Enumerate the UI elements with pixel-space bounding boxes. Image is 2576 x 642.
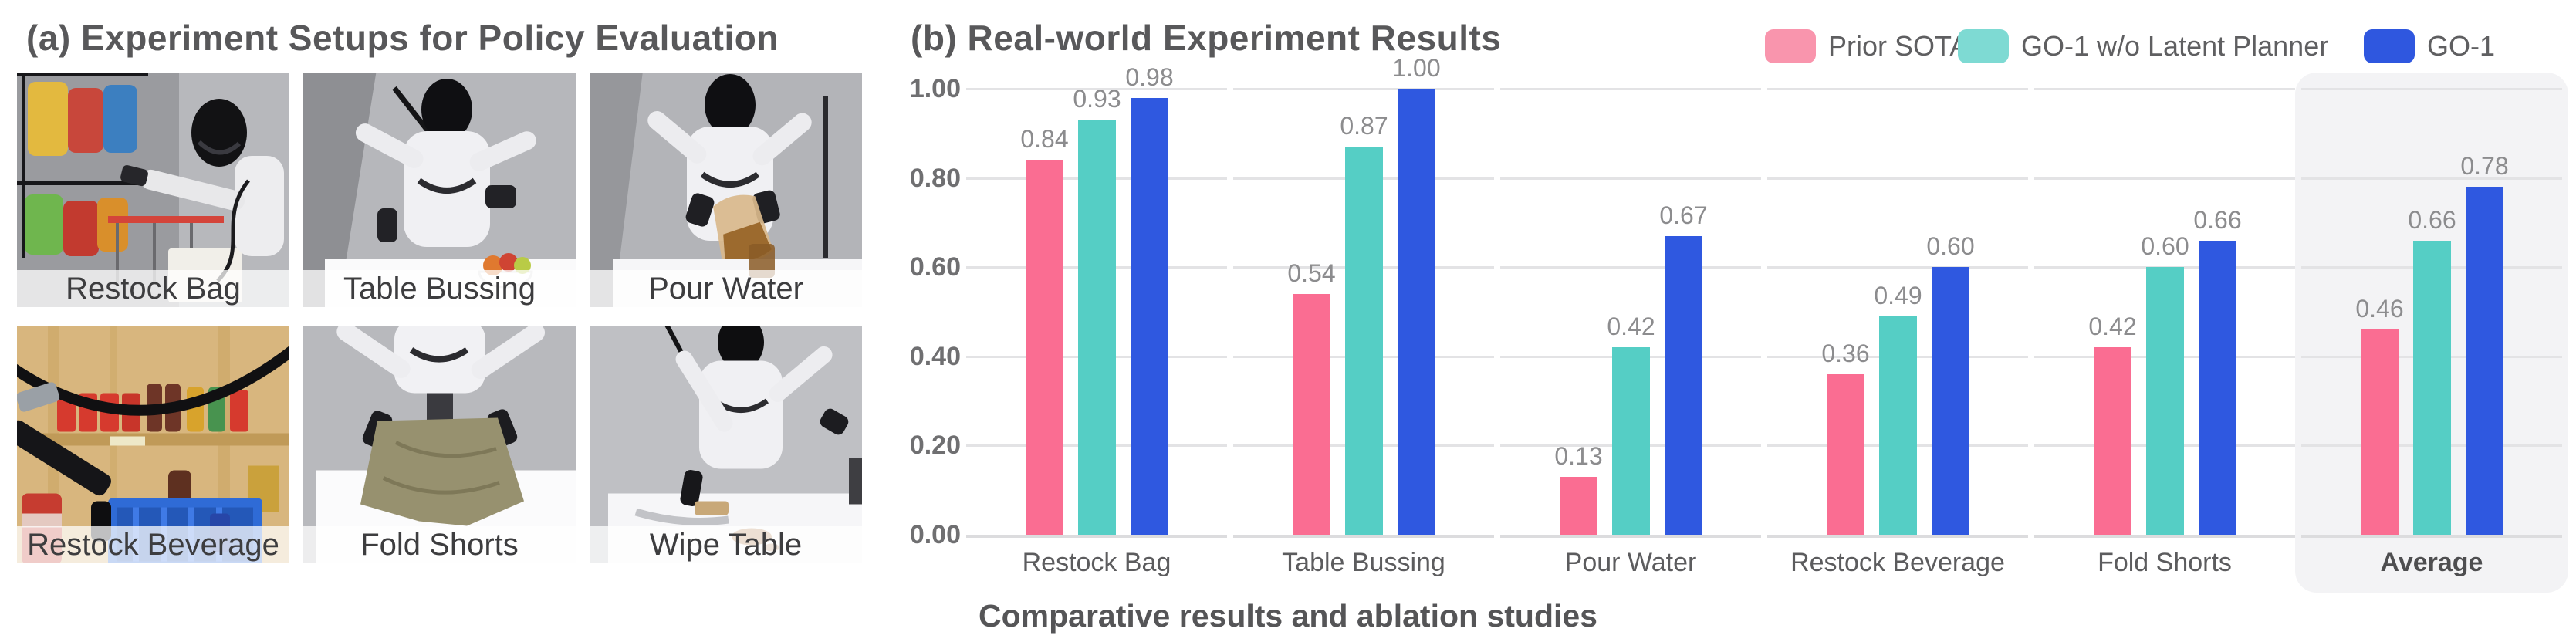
value-label-prior-sota-restock-beverage: 0.36 — [1821, 340, 1870, 367]
legend-swatch-go-1 — [2364, 29, 2415, 63]
photo-grid: Restock Bag Table Bussing — [17, 73, 862, 563]
gridline-fold-shorts-1.00 — [2034, 88, 2295, 90]
legend-label-prior-sota: Prior SOTA — [1828, 30, 1969, 62]
photo-restock-beverage: Restock Beverage — [17, 326, 289, 563]
bar-go-1-pour-water — [1665, 236, 1702, 535]
axis-baseline-restock-beverage — [1767, 535, 2028, 538]
x-tick-pour-water: Pour Water — [1564, 548, 1697, 577]
bar-go-1-w-o-latent-planner-restock-beverage — [1879, 316, 1917, 535]
photo-label-restock-beverage: Restock Beverage — [17, 526, 289, 563]
bar-prior-sota-fold-shorts — [2094, 347, 2131, 535]
bar-go-1-table-bussing — [1398, 89, 1435, 535]
value-label-go-1-w-o-latent-planner-fold-shorts: 0.60 — [2141, 232, 2189, 260]
chart-panel-fold-shorts: 0.42 0.60 0.66 Fold Shorts — [2034, 62, 2295, 602]
gridline-restock-beverage-0.80 — [1767, 177, 2028, 180]
value-label-go-1-restock-beverage: 0.60 — [1926, 232, 1975, 260]
bar-go-1-w-o-latent-planner-table-bussing — [1345, 147, 1383, 535]
gridline-pour-water-0.60 — [1500, 266, 1761, 269]
panel-a-title: (a) Experiment Setups for Policy Evaluat… — [26, 18, 779, 58]
axis-baseline-restock-bag — [966, 535, 1227, 538]
x-tick-average: Average — [2380, 548, 2483, 577]
legend-label-go-1-w-o-latent-planner: GO-1 w/o Latent Planner — [2021, 30, 2329, 62]
gridline-restock-beverage-0.60 — [1767, 266, 2028, 269]
panel-b-title: (b) Real-world Experiment Results — [911, 18, 1502, 58]
value-label-go-1-w-o-latent-planner-restock-beverage: 0.49 — [1874, 282, 1922, 309]
bar-go-1-w-o-latent-planner-average — [2413, 241, 2451, 535]
y-tick-0.80: 0.80 — [909, 164, 961, 193]
bar-go-1-restock-bag — [1131, 98, 1168, 535]
bar-go-1-w-o-latent-planner-pour-water — [1612, 347, 1650, 535]
value-label-prior-sota-table-bussing: 0.54 — [1287, 259, 1336, 287]
photo-pour-water: Pour Water — [590, 73, 862, 307]
axis-baseline-average — [2301, 535, 2562, 538]
value-label-prior-sota-fold-shorts: 0.42 — [2088, 313, 2137, 340]
chart-legend: Prior SOTA GO-1 w/o Latent Planner GO-1 — [0, 0, 2576, 77]
bar-go-1-restock-beverage — [1932, 267, 1969, 535]
y-tick-1.00: 1.00 — [909, 74, 961, 103]
gridline-pour-water-1.00 — [1500, 88, 1761, 90]
chart-panel-restock-bag: 0.84 0.93 0.98 Restock Bag — [966, 62, 1227, 602]
photo-wipe-table: Wipe Table — [590, 326, 862, 563]
photo-restock-bag: Restock Bag — [17, 73, 289, 307]
chart-panel-average: 0.46 0.66 0.78 Average — [2301, 62, 2562, 602]
bar-prior-sota-restock-bag — [1026, 160, 1063, 535]
value-label-go-1-table-bussing: 1.00 — [1392, 54, 1441, 82]
gridline-restock-beverage-1.00 — [1767, 88, 2028, 90]
photo-label-pour-water: Pour Water — [590, 270, 862, 307]
figure-caption: Comparative results and ablation studies — [979, 598, 1597, 634]
y-tick-0.20: 0.20 — [909, 431, 961, 460]
legend-item-go-1: GO-1 — [2364, 29, 2495, 63]
gridline-restock-bag-1.00 — [966, 88, 1227, 90]
bar-prior-sota-average — [2361, 329, 2399, 535]
legend-swatch-prior-sota — [1765, 29, 1816, 63]
y-tick-0.60: 0.60 — [909, 252, 961, 282]
axis-baseline-pour-water — [1500, 535, 1761, 538]
bar-prior-sota-table-bussing — [1293, 294, 1330, 535]
value-label-go-1-w-o-latent-planner-restock-bag: 0.93 — [1073, 85, 1121, 113]
chart-panel-table-bussing: 0.54 0.87 1.00 Table Bussing — [1233, 54, 1494, 602]
x-tick-table-bussing: Table Bussing — [1282, 548, 1445, 577]
gridline-average-1.00 — [2301, 88, 2562, 90]
value-label-go-1-w-o-latent-planner-table-bussing: 0.87 — [1340, 112, 1388, 140]
legend-item-prior-sota: Prior SOTA — [1765, 29, 1968, 63]
chart-panel-pour-water: 0.13 0.42 0.67 Pour Water — [1500, 62, 1761, 602]
value-label-prior-sota-pour-water: 0.13 — [1554, 442, 1603, 470]
photo-label-fold-shorts: Fold Shorts — [303, 526, 576, 563]
bar-go-1-w-o-latent-planner-restock-bag — [1078, 120, 1116, 535]
photo-table-bussing: Table Bussing — [303, 73, 576, 307]
gridline-fold-shorts-0.80 — [2034, 177, 2295, 180]
bar-go-1-fold-shorts — [2199, 241, 2236, 535]
chart-panel-restock-beverage: 0.36 0.49 0.60 Restock Beverage — [1767, 62, 2028, 602]
photo-label-table-bussing: Table Bussing — [303, 270, 576, 307]
gridline-pour-water-0.80 — [1500, 177, 1761, 180]
value-label-go-1-fold-shorts: 0.66 — [2193, 206, 2242, 234]
axis-baseline-table-bussing — [1233, 535, 1494, 538]
value-label-prior-sota-average: 0.46 — [2355, 295, 2404, 323]
bar-go-1-average — [2466, 187, 2503, 535]
value-label-go-1-w-o-latent-planner-pour-water: 0.42 — [1607, 313, 1655, 340]
value-label-prior-sota-restock-bag: 0.84 — [1020, 125, 1069, 153]
bar-prior-sota-restock-beverage — [1827, 374, 1864, 535]
bar-prior-sota-pour-water — [1560, 477, 1597, 535]
axis-baseline-fold-shorts — [2034, 535, 2295, 538]
gridline-average-0.80 — [2301, 177, 2562, 180]
y-tick-0.00: 0.00 — [909, 520, 961, 549]
x-tick-restock-bag: Restock Bag — [1022, 548, 1171, 577]
legend-item-go-1-w-o-latent-planner: GO-1 w/o Latent Planner — [1958, 29, 2328, 63]
x-tick-fold-shorts: Fold Shorts — [2098, 548, 2232, 577]
value-label-go-1-pour-water: 0.67 — [1659, 201, 1708, 229]
legend-label-go-1: GO-1 — [2427, 30, 2496, 62]
bar-chart: 0.00 0.20 0.40 0.60 0.80 1.00 0.84 0.93 0.98 Rest… — [887, 54, 2576, 602]
value-label-go-1-w-o-latent-planner-average: 0.66 — [2408, 206, 2456, 234]
photo-label-wipe-table: Wipe Table — [590, 526, 862, 563]
bar-go-1-w-o-latent-planner-fold-shorts — [2146, 267, 2184, 535]
legend-swatch-go-1-w-o-latent-planner — [1958, 29, 2009, 63]
photo-fold-shorts: Fold Shorts — [303, 326, 576, 563]
y-tick-0.40: 0.40 — [909, 342, 961, 371]
value-label-go-1-restock-bag: 0.98 — [1125, 63, 1174, 91]
x-tick-restock-beverage: Restock Beverage — [1790, 548, 2005, 577]
gridline-table-bussing-1.00 — [1233, 88, 1494, 90]
photo-label-restock-bag: Restock Bag — [17, 270, 289, 307]
value-label-go-1-average: 0.78 — [2460, 152, 2509, 180]
